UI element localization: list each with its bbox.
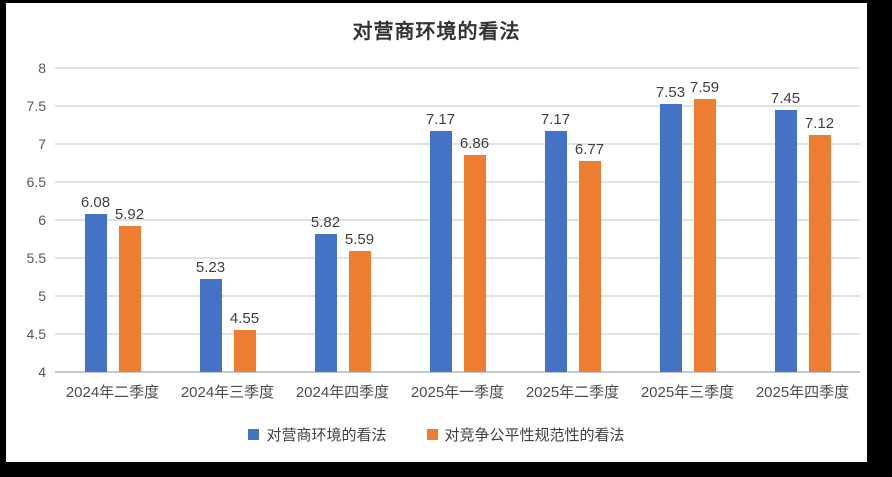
y-tick-label: 8 — [38, 60, 46, 76]
gridline — [55, 67, 860, 69]
y-tick-label: 6 — [38, 212, 46, 228]
gridline — [55, 219, 860, 221]
bar-series-1: 7.17 — [426, 111, 455, 372]
bar-value-label: 7.17 — [425, 111, 456, 129]
bar-value-label: 4.55 — [229, 310, 260, 328]
bar-series-1: 7.53 — [656, 84, 685, 372]
legend: 对营商环境的看法 对竞争公平性规范性的看法 — [6, 424, 867, 445]
bar-value-label: 7.59 — [689, 79, 720, 97]
bar-series-2: 7.59 — [690, 79, 719, 372]
bar-value-label: 6.77 — [574, 141, 605, 159]
x-tick-label: 2025年三季度 — [640, 384, 735, 401]
gridline — [55, 181, 860, 183]
bar-group: 7.17 6.86 — [400, 68, 515, 372]
gridline — [55, 105, 860, 107]
bar-value-label: 7.45 — [770, 89, 801, 107]
bar-value-label: 6.08 — [80, 193, 111, 211]
bar-series-2: 6.77 — [575, 141, 604, 372]
bar-series-2: 4.55 — [230, 310, 259, 372]
legend-item: 对营商环境的看法 — [248, 424, 387, 445]
bar-series-1: 7.17 — [541, 111, 570, 372]
y-tick-label: 4.5 — [26, 326, 46, 342]
bar-series-2: 5.59 — [345, 231, 374, 372]
bar-value-label: 7.53 — [655, 83, 686, 101]
bar-value-label: 5.59 — [344, 231, 375, 249]
legend-swatch-icon — [426, 429, 438, 440]
y-tick-label: 5.5 — [26, 250, 46, 266]
bar-value-label: 6.86 — [459, 134, 490, 152]
legend-label: 对营商环境的看法 — [266, 427, 387, 444]
x-tick-label: 2025年四季度 — [755, 384, 850, 401]
x-tick-label: 2024年三季度 — [180, 384, 275, 401]
bar-group: 7.53 7.59 — [630, 68, 745, 372]
bar-group: 6.08 5.92 — [55, 68, 170, 372]
y-axis: 4 4.5 5 5.5 6 6.5 7 7.5 8 — [6, 60, 46, 380]
bar-series-1: 6.08 — [81, 194, 110, 372]
y-tick-label: 7.5 — [26, 98, 46, 114]
bar-series-2: 5.92 — [115, 206, 144, 372]
bar-group: 7.45 7.12 — [745, 68, 860, 372]
bar-group: 7.17 6.77 — [515, 68, 630, 372]
legend-swatch-icon — [248, 429, 260, 440]
bar-value-label: 7.12 — [804, 114, 835, 132]
bar-series-2: 7.12 — [805, 115, 834, 372]
bar-group: 5.82 5.59 — [285, 68, 400, 372]
gridline — [55, 257, 860, 259]
y-tick-label: 5 — [38, 288, 46, 304]
gridline — [55, 143, 860, 145]
gridline — [55, 371, 860, 373]
bar-series-1: 5.82 — [311, 214, 340, 372]
y-tick-label: 6.5 — [26, 174, 46, 190]
x-tick-label: 2024年四季度 — [295, 384, 390, 401]
x-tick-label: 2025年一季度 — [410, 384, 505, 401]
plot-area: 6.08 5.92 5.23 4.55 5.82 5.59 7.17 6.86 7.17 6.77… — [55, 67, 860, 373]
x-tick-label: 2024年二季度 — [65, 384, 160, 401]
bar-value-label: 5.92 — [114, 206, 145, 224]
bar-value-label: 5.23 — [195, 258, 226, 276]
bar-series-1: 7.45 — [771, 90, 800, 372]
y-tick-label: 4 — [38, 364, 46, 380]
y-tick-label: 7 — [38, 136, 46, 152]
bar-series-1: 5.23 — [196, 259, 225, 372]
bar-group: 5.23 4.55 — [170, 68, 285, 372]
bar-value-label: 5.82 — [310, 213, 341, 231]
legend-label: 对竞争公平性规范性的看法 — [444, 427, 625, 444]
x-tick-label: 2025年二季度 — [525, 384, 620, 401]
chart-canvas: 对营商环境的看法 4 4.5 5 5.5 6 6.5 7 7.5 8 6.08 5.92 5.23 4… — [6, 3, 867, 462]
bar-value-label: 7.17 — [540, 111, 571, 129]
legend-item: 对竞争公平性规范性的看法 — [426, 424, 625, 445]
gridline — [55, 333, 860, 335]
chart-title: 对营商环境的看法 — [352, 19, 521, 43]
gridline — [55, 295, 860, 297]
bar-series-2: 6.86 — [460, 135, 489, 372]
x-axis: 2024年二季度 2024年三季度 2024年四季度 2025年一季度 2025年二季度… — [55, 381, 860, 403]
